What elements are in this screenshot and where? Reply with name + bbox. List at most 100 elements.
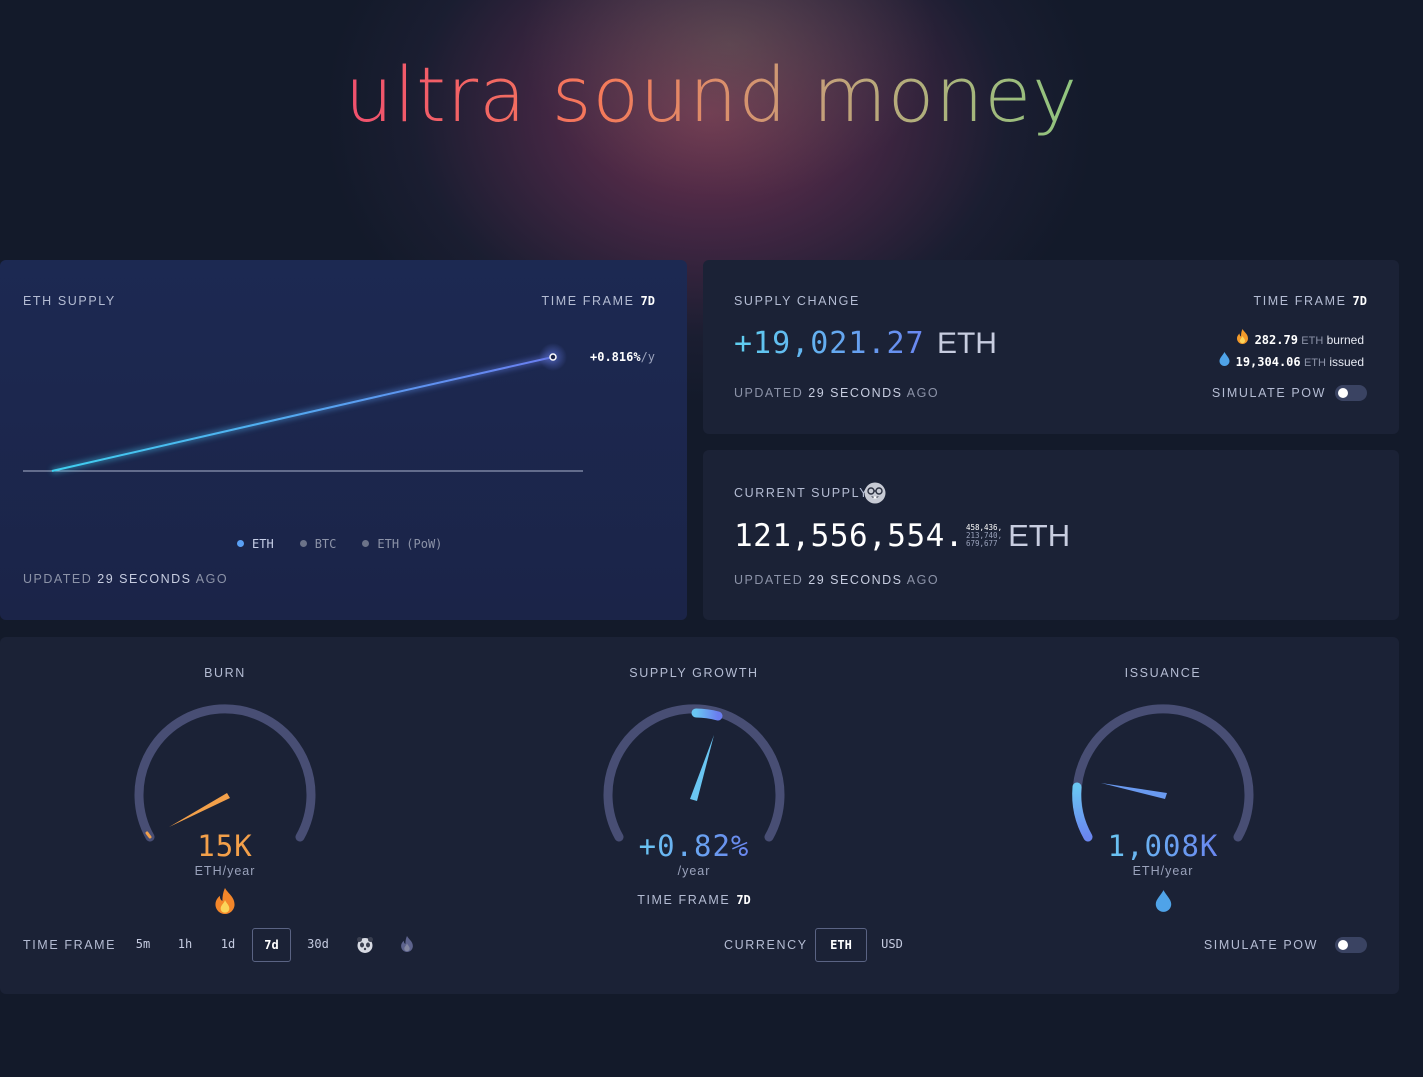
issued-amount: 19,304.06 bbox=[1235, 355, 1301, 369]
supply-growth-timeframe: TIME FRAME 7d bbox=[594, 893, 794, 907]
supply-change-timeframe: TIME FRAME 7d bbox=[1253, 294, 1367, 308]
eth-supply-card: ETH SUPPLY TIME FRAME 7d +0.816%/y ETH BT… bbox=[0, 260, 687, 620]
burn-gauge bbox=[134, 704, 316, 842]
currency-usd-button[interactable]: USD bbox=[881, 937, 903, 951]
simulate-pow-toggle[interactable] bbox=[1335, 385, 1367, 401]
chart-rate-value: +0.816% bbox=[590, 350, 641, 364]
nerd-face-icon bbox=[864, 482, 886, 509]
supply-change-label: SUPPLY CHANGE bbox=[734, 294, 860, 308]
supply-growth-value-text: +0.82% bbox=[638, 829, 750, 863]
updated-suffix: AGO bbox=[906, 573, 940, 587]
fire-icon bbox=[213, 888, 237, 919]
decimals-line-3: 679,677 bbox=[965, 539, 998, 548]
burn-gauge-unit: ETH/year bbox=[194, 864, 256, 878]
current-supply-value-row: 121,556,554. 458,436, 213,740, 679,677 E… bbox=[734, 518, 1070, 554]
updated-value: 29 SECONDS bbox=[97, 572, 192, 586]
eth-supply-timeframe: TIME FRAME 7d bbox=[541, 294, 655, 308]
decimals-line-2: 213,740, bbox=[965, 531, 1003, 540]
timeframe-1d-button[interactable]: 1d bbox=[220, 937, 236, 951]
page-title: ultra sound money bbox=[344, 50, 1079, 139]
footer-timeframe-label: TIME FRAME bbox=[23, 938, 117, 952]
since-burn-fire-icon[interactable] bbox=[400, 936, 414, 957]
eth-supply-line bbox=[51, 356, 554, 472]
supply-growth-gauge-unit: /year bbox=[677, 864, 711, 878]
updated-prefix: UPDATED bbox=[23, 572, 93, 586]
supply-growth-gauge-title: SUPPLY GROWTH bbox=[629, 666, 759, 680]
updated-prefix: UPDATED bbox=[734, 386, 804, 400]
chart-rate-unit: /y bbox=[640, 350, 656, 364]
burned-amount: 282.79 bbox=[1254, 333, 1298, 347]
fire-icon bbox=[1236, 329, 1249, 351]
legend-eth[interactable]: ETH bbox=[237, 537, 274, 551]
burned-unit: ETH bbox=[1301, 335, 1324, 347]
burn-issue-breakdown: 282.79 ETH burned 19,304.06 ETH issued bbox=[1219, 329, 1364, 374]
timeframe-30d-button[interactable]: 30d bbox=[307, 937, 329, 951]
timeframe-label: TIME FRAME bbox=[541, 294, 635, 308]
chart-rate-label: +0.816%/y bbox=[590, 350, 655, 364]
chart-legend: ETH BTC ETH (PoW) bbox=[237, 537, 442, 551]
gauges-card: BURN 15K ETH/year SUPPLY GROWTH +0.82% /… bbox=[0, 637, 1399, 994]
current-supply-main: 121,556,554. bbox=[734, 518, 964, 554]
currency-eth-button[interactable]: ETH bbox=[815, 928, 867, 962]
legend-btc-label: BTC bbox=[314, 537, 337, 551]
current-supply-decimals: 458,436, 213,740, 679,677 bbox=[966, 524, 1002, 548]
footer-simulate-pow-toggle[interactable] bbox=[1335, 937, 1367, 953]
current-supply-label: CURRENT SUPPLY bbox=[734, 486, 870, 500]
current-supply-unit: ETH bbox=[1008, 518, 1071, 553]
burn-gauge-title: BURN bbox=[204, 666, 246, 680]
issuance-value-text: 1,008K bbox=[1107, 829, 1219, 863]
supply-change-updated: UPDATED 29 SECONDS AGO bbox=[734, 386, 939, 400]
supply-growth-gauge bbox=[603, 704, 785, 842]
timeframe-value: 7d bbox=[640, 294, 655, 308]
decimals-line-1: 458,436, bbox=[965, 523, 1003, 532]
legend-eth-pow-label: ETH (PoW) bbox=[377, 537, 443, 551]
droplet-icon bbox=[1155, 890, 1172, 917]
updated-value: 29 SECONDS bbox=[808, 573, 903, 587]
updated-suffix: AGO bbox=[195, 572, 229, 586]
issuance-needle bbox=[1101, 783, 1167, 799]
burn-gauge-value: 15K bbox=[197, 829, 253, 863]
timeframe-7d-button[interactable]: 7d bbox=[252, 928, 291, 962]
eth-supply-label: ETH SUPPLY bbox=[23, 294, 116, 308]
legend-eth-pow-dot bbox=[362, 540, 370, 547]
background-glow-green bbox=[520, 0, 940, 200]
timeframe-value: 7d bbox=[736, 893, 751, 907]
legend-eth-label: ETH bbox=[252, 537, 274, 551]
updated-prefix: UPDATED bbox=[734, 573, 804, 587]
issued-label: issued bbox=[1329, 355, 1364, 369]
current-supply-updated: UPDATED 29 SECONDS AGO bbox=[734, 573, 939, 587]
eth-supply-updated: UPDATED 29 SECONDS AGO bbox=[23, 572, 228, 586]
supply-growth-gauge-value: +0.82% bbox=[574, 829, 814, 863]
timeframe-5m-button[interactable]: 5m bbox=[135, 937, 151, 951]
burned-label: burned bbox=[1326, 333, 1364, 347]
merge-panda-icon[interactable] bbox=[356, 936, 374, 959]
issuance-gauge bbox=[1072, 704, 1254, 842]
timeframe-value: 7d bbox=[1352, 294, 1367, 308]
timeframe-label: TIME FRAME bbox=[637, 893, 731, 907]
legend-eth-dot bbox=[237, 540, 244, 547]
issued-unit: ETH bbox=[1303, 357, 1326, 369]
footer-simulate-pow-label: SIMULATE PoW bbox=[1203, 938, 1318, 952]
updated-value: 29 SECONDS bbox=[808, 386, 903, 400]
timeframe-1h-button[interactable]: 1h bbox=[177, 937, 193, 951]
current-supply-card: CURRENT SUPPLY 121,556,554. 458,436, 213… bbox=[703, 450, 1399, 620]
issuance-gauge-value: 1,008K bbox=[1043, 829, 1283, 863]
droplet-icon bbox=[1219, 352, 1230, 373]
supply-growth-needle bbox=[690, 735, 714, 801]
supply-change-value: +19,021.27 bbox=[734, 326, 925, 361]
updated-suffix: AGO bbox=[906, 386, 940, 400]
legend-btc-dot bbox=[299, 540, 307, 547]
supply-change-unit: ETH bbox=[936, 327, 997, 360]
legend-btc[interactable]: BTC bbox=[299, 537, 337, 551]
timeframe-label: TIME FRAME bbox=[1253, 294, 1347, 308]
simulate-pow-label: SIMULATE PoW bbox=[1211, 386, 1326, 400]
issuance-gauge-unit: ETH/year bbox=[1132, 864, 1194, 878]
issuance-gauge-title: ISSUANCE bbox=[1124, 666, 1202, 680]
supply-change-value-row: +19,021.27 ETH bbox=[734, 326, 997, 361]
burned-row: 282.79 ETH burned bbox=[1219, 329, 1364, 352]
supply-chart bbox=[23, 343, 583, 474]
burn-needle bbox=[169, 793, 230, 827]
chart-endpoint[interactable] bbox=[549, 353, 557, 361]
legend-eth-pow[interactable]: ETH (PoW) bbox=[362, 537, 442, 551]
issued-row: 19,304.06 ETH issued bbox=[1219, 352, 1364, 374]
